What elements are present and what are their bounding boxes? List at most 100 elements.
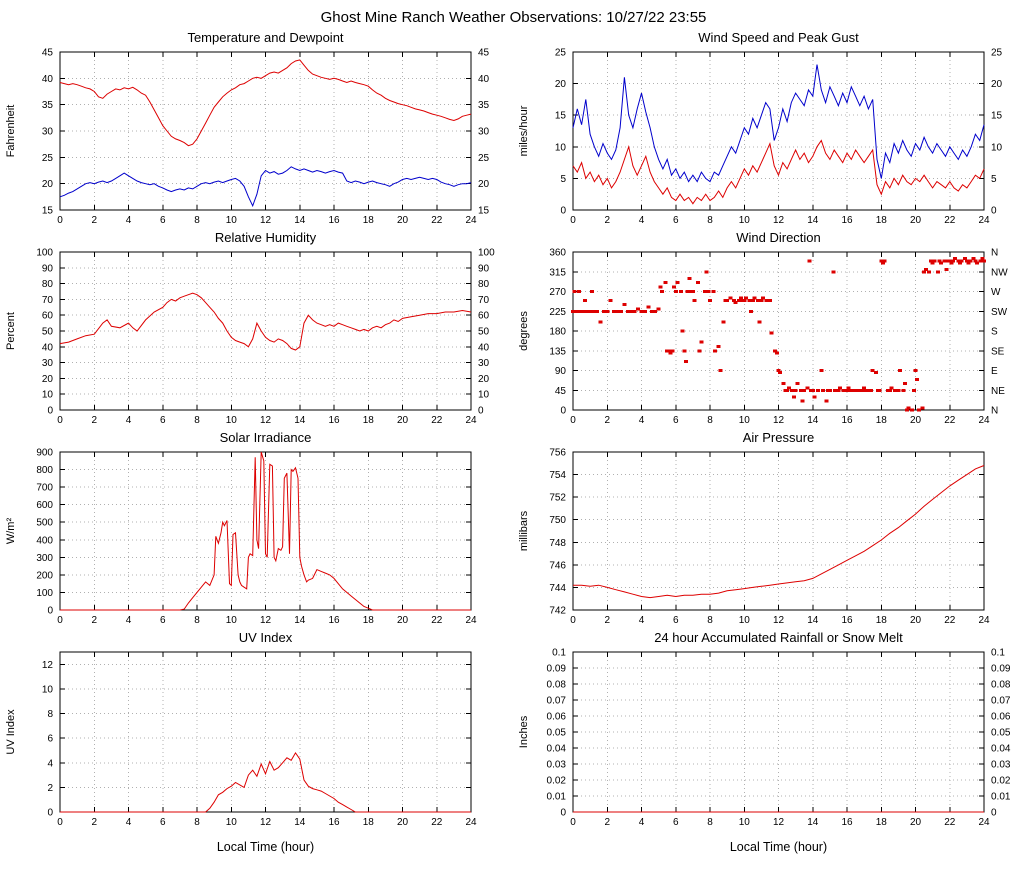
svg-text:2: 2 (47, 783, 53, 794)
chart-title-temperature-dewpoint: Temperature and Dewpoint (187, 30, 344, 45)
svg-text:8: 8 (707, 615, 713, 626)
svg-text:20: 20 (397, 817, 409, 828)
svg-text:E: E (991, 366, 998, 377)
svg-text:0: 0 (478, 406, 484, 417)
svg-text:24: 24 (465, 817, 477, 828)
svg-text:100: 100 (36, 588, 53, 599)
svg-text:SW: SW (991, 307, 1008, 318)
svg-text:700: 700 (36, 483, 53, 494)
svg-text:16: 16 (841, 817, 853, 828)
svg-text:12: 12 (260, 215, 272, 226)
svg-text:10: 10 (478, 390, 490, 401)
svg-text:900: 900 (36, 448, 53, 459)
svg-text:6: 6 (673, 615, 679, 626)
svg-text:8: 8 (47, 709, 53, 720)
svg-text:10: 10 (226, 817, 238, 828)
svg-text:18: 18 (876, 215, 888, 226)
svg-text:25: 25 (42, 153, 54, 164)
svg-text:35: 35 (478, 100, 490, 111)
svg-text:24: 24 (978, 817, 990, 828)
svg-text:15: 15 (478, 206, 490, 217)
svg-text:NE: NE (991, 386, 1005, 397)
svg-text:0.01: 0.01 (547, 792, 567, 803)
svg-text:0.02: 0.02 (991, 776, 1011, 787)
svg-text:2: 2 (91, 615, 97, 626)
svg-text:8: 8 (194, 615, 200, 626)
charts-grid: Temperature and Dewpoint 0 2 4 6 8 10 12 14 16 18… (0, 30, 1027, 858)
svg-text:4: 4 (126, 817, 132, 828)
svg-text:12: 12 (773, 415, 785, 426)
svg-text:742: 742 (549, 606, 566, 617)
svg-text:22: 22 (431, 615, 443, 626)
svg-text:20: 20 (910, 215, 922, 226)
svg-text:14: 14 (807, 817, 819, 828)
svg-text:2: 2 (604, 415, 610, 426)
svg-text:70: 70 (42, 295, 54, 306)
svg-text:25: 25 (478, 153, 490, 164)
svg-text:0: 0 (570, 215, 576, 226)
svg-text:12: 12 (42, 660, 54, 671)
svg-text:15: 15 (991, 111, 1003, 122)
svg-text:4: 4 (639, 215, 645, 226)
svg-text:0: 0 (560, 206, 566, 217)
svg-text:600: 600 (36, 500, 53, 511)
chart-uv-index: UV Index 0 2 4 6 8 10 12 14 16 18 20 22 24 0 2 4 6 8 10 12 U… (0, 630, 513, 858)
svg-text:14: 14 (807, 615, 819, 626)
svg-text:4: 4 (126, 215, 132, 226)
svg-text:millibars: millibars (518, 510, 530, 551)
svg-text:16: 16 (328, 415, 340, 426)
svg-text:18: 18 (363, 615, 375, 626)
svg-text:8: 8 (707, 817, 713, 828)
svg-text:22: 22 (431, 415, 443, 426)
svg-text:0: 0 (560, 406, 566, 417)
svg-text:24: 24 (978, 415, 990, 426)
svg-text:22: 22 (944, 615, 956, 626)
svg-text:25: 25 (991, 48, 1003, 59)
svg-text:0.03: 0.03 (547, 760, 567, 771)
svg-text:0.03: 0.03 (991, 760, 1011, 771)
svg-text:14: 14 (294, 215, 306, 226)
svg-text:22: 22 (431, 817, 443, 828)
svg-text:10: 10 (42, 684, 54, 695)
chart-temperature-dewpoint: Temperature and Dewpoint 0 2 4 6 8 10 12 14 16 18… (0, 30, 513, 230)
svg-text:30: 30 (478, 127, 490, 138)
svg-text:2: 2 (604, 215, 610, 226)
svg-text:12: 12 (260, 415, 272, 426)
svg-text:45: 45 (555, 386, 567, 397)
svg-text:0.04: 0.04 (547, 744, 567, 755)
svg-text:Local Time (hour): Local Time (hour) (730, 840, 827, 854)
svg-text:0: 0 (560, 808, 566, 819)
svg-text:30: 30 (478, 358, 490, 369)
chart-title-rainfall: 24 hour Accumulated Rainfall or Snow Mel… (654, 630, 903, 645)
svg-text:16: 16 (841, 615, 853, 626)
svg-text:6: 6 (160, 615, 166, 626)
svg-text:20: 20 (478, 179, 490, 190)
svg-text:14: 14 (294, 817, 306, 828)
svg-text:16: 16 (328, 615, 340, 626)
svg-text:20: 20 (397, 215, 409, 226)
svg-text:35: 35 (42, 100, 54, 111)
svg-text:20: 20 (42, 179, 54, 190)
svg-text:70: 70 (478, 295, 490, 306)
svg-text:45: 45 (478, 48, 490, 59)
svg-text:W/m²: W/m² (5, 518, 17, 545)
svg-text:24: 24 (465, 215, 477, 226)
svg-text:0.02: 0.02 (547, 776, 567, 787)
svg-text:0.06: 0.06 (991, 712, 1011, 723)
svg-text:20: 20 (910, 415, 922, 426)
svg-text:22: 22 (431, 215, 443, 226)
svg-text:180: 180 (549, 327, 566, 338)
svg-text:UV Index: UV Index (5, 709, 17, 755)
svg-text:45: 45 (42, 48, 54, 59)
svg-text:0.07: 0.07 (547, 696, 567, 707)
svg-text:360: 360 (549, 248, 566, 259)
svg-text:10: 10 (739, 215, 751, 226)
svg-text:0.1: 0.1 (991, 648, 1005, 659)
svg-text:12: 12 (773, 817, 785, 828)
svg-text:100: 100 (36, 248, 53, 259)
svg-text:800: 800 (36, 465, 53, 476)
svg-text:50: 50 (478, 327, 490, 338)
svg-text:40: 40 (478, 342, 490, 353)
